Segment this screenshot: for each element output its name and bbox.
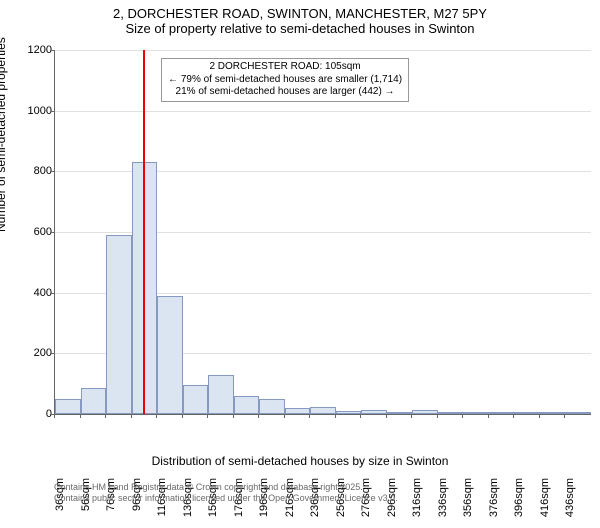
x-tick-mark bbox=[80, 414, 81, 418]
y-tick-mark bbox=[50, 232, 54, 233]
histogram-bar bbox=[285, 408, 311, 414]
histogram-bar bbox=[208, 375, 234, 414]
y-tick-label: 600 bbox=[10, 226, 52, 238]
x-tick-mark bbox=[233, 414, 234, 418]
histogram-bar bbox=[387, 412, 413, 414]
y-tick-mark bbox=[50, 111, 54, 112]
x-tick-mark bbox=[284, 414, 285, 418]
histogram-bar bbox=[514, 412, 540, 414]
y-tick-label: 200 bbox=[10, 347, 52, 359]
y-tick-mark bbox=[50, 353, 54, 354]
gridline bbox=[55, 111, 591, 112]
chart-container: Number of semi-detached properties 2 DOR… bbox=[0, 44, 600, 464]
histogram-bar bbox=[336, 411, 362, 414]
histogram-bar bbox=[55, 399, 81, 414]
x-tick-mark bbox=[258, 414, 259, 418]
y-tick-label: 0 bbox=[10, 408, 52, 420]
x-tick-mark bbox=[182, 414, 183, 418]
histogram-bar bbox=[489, 412, 515, 414]
histogram-bar bbox=[463, 412, 489, 414]
histogram-bar bbox=[310, 407, 336, 414]
x-tick-mark bbox=[54, 414, 55, 418]
plot-area: 2 DORCHESTER ROAD: 105sqm← 79% of semi-d… bbox=[54, 50, 591, 415]
annotation-line2: ← 79% of semi-detached houses are smalle… bbox=[168, 74, 402, 87]
x-tick-mark bbox=[564, 414, 565, 418]
footer-attribution: Contains HM Land Registry data © Crown c… bbox=[54, 482, 398, 504]
x-tick-mark bbox=[437, 414, 438, 418]
y-tick-mark bbox=[50, 171, 54, 172]
histogram-bar bbox=[157, 296, 183, 414]
x-tick-mark bbox=[386, 414, 387, 418]
x-tick-mark bbox=[309, 414, 310, 418]
x-tick-mark bbox=[488, 414, 489, 418]
x-tick-mark bbox=[105, 414, 106, 418]
histogram-bar bbox=[565, 412, 591, 414]
x-tick-mark bbox=[156, 414, 157, 418]
reference-line bbox=[143, 50, 145, 414]
x-tick-mark bbox=[411, 414, 412, 418]
x-tick-label: 376sqm bbox=[488, 478, 500, 528]
y-tick-label: 1200 bbox=[10, 44, 52, 56]
page-title-line1: 2, DORCHESTER ROAD, SWINTON, MANCHESTER,… bbox=[0, 6, 600, 21]
histogram-bar bbox=[234, 396, 260, 414]
x-tick-mark bbox=[513, 414, 514, 418]
histogram-bar bbox=[361, 410, 387, 414]
x-tick-mark bbox=[207, 414, 208, 418]
y-tick-mark bbox=[50, 293, 54, 294]
x-tick-label: 416sqm bbox=[539, 478, 551, 528]
x-tick-label: 336sqm bbox=[437, 478, 449, 528]
histogram-bar bbox=[81, 388, 107, 414]
x-tick-mark bbox=[131, 414, 132, 418]
x-tick-label: 436sqm bbox=[564, 478, 576, 528]
footer-line1: Contains HM Land Registry data © Crown c… bbox=[54, 482, 398, 493]
y-tick-label: 1000 bbox=[10, 105, 52, 117]
histogram-bar bbox=[412, 410, 438, 414]
y-axis-label: Number of semi-detached properties bbox=[0, 37, 8, 232]
histogram-bar bbox=[106, 235, 132, 414]
page-title-line2: Size of property relative to semi-detach… bbox=[0, 21, 600, 36]
x-tick-mark bbox=[539, 414, 540, 418]
x-tick-label: 356sqm bbox=[462, 478, 474, 528]
annotation-line1: 2 DORCHESTER ROAD: 105sqm bbox=[168, 61, 402, 74]
histogram-bar bbox=[438, 412, 464, 414]
footer-line2: Contains public sector information licen… bbox=[54, 493, 398, 504]
x-tick-mark bbox=[462, 414, 463, 418]
x-axis-label: Distribution of semi-detached houses by … bbox=[0, 454, 600, 468]
y-tick-mark bbox=[50, 50, 54, 51]
x-tick-mark bbox=[335, 414, 336, 418]
annotation-box: 2 DORCHESTER ROAD: 105sqm← 79% of semi-d… bbox=[161, 58, 409, 102]
histogram-bar bbox=[259, 399, 285, 414]
annotation-line3: 21% of semi-detached houses are larger (… bbox=[168, 86, 402, 99]
x-tick-label: 316sqm bbox=[411, 478, 423, 528]
x-tick-label: 396sqm bbox=[513, 478, 525, 528]
x-tick-mark bbox=[360, 414, 361, 418]
histogram-bar bbox=[540, 412, 566, 414]
gridline bbox=[55, 50, 591, 51]
histogram-bar bbox=[183, 385, 209, 414]
y-tick-label: 400 bbox=[10, 287, 52, 299]
y-tick-label: 800 bbox=[10, 165, 52, 177]
